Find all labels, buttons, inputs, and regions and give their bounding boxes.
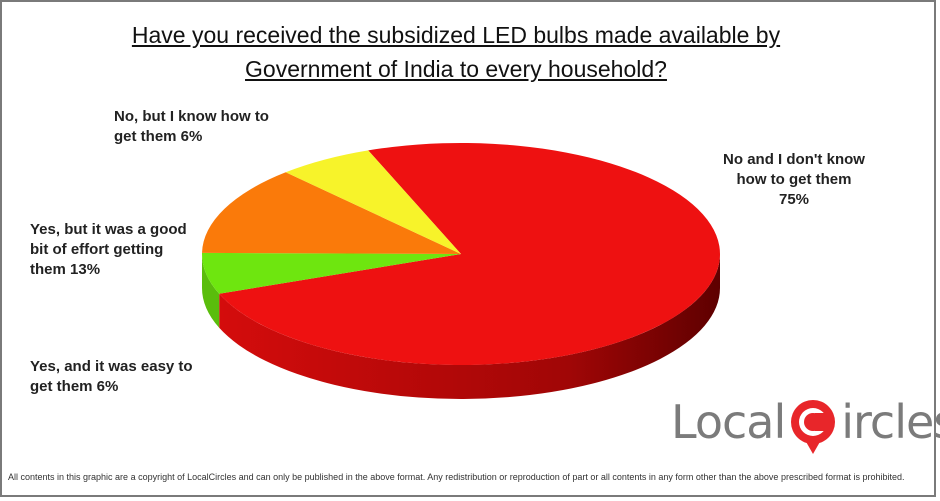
- slice-label-line: 75%: [778, 191, 810, 208]
- slice-label-line: Yes, and it was easy to: [30, 358, 193, 375]
- pie-side-yes-easy: [202, 254, 220, 328]
- slice-label-line: get them 6%: [30, 378, 119, 395]
- pie-slice-no-know-how: [285, 150, 461, 254]
- slice-label-line: bit of effort getting: [30, 241, 164, 258]
- pie-slice-yes-easy: [202, 252, 461, 294]
- slice-label-line: No, but I know how to: [114, 108, 269, 125]
- slice-label-line: No and I don't know: [723, 151, 865, 168]
- slice-label-line: them 13%: [30, 261, 101, 278]
- copyright-footer: All contents in this graphic are a copyr…: [8, 472, 905, 482]
- slice-label-line: get them 6%: [114, 128, 203, 145]
- pie-slice-yes-effort: [202, 172, 461, 254]
- chart-title-line-1: Have you received the subsidized LED bul…: [131, 22, 781, 48]
- logo-text-left: Local: [671, 395, 786, 449]
- slice-label-yes-easy: Yes, and it was easy to get them 6%: [30, 357, 193, 397]
- chart-title: Have you received the subsidized LED bul…: [0, 18, 912, 86]
- pie-slices: [202, 143, 720, 365]
- localcircles-logo: Local ircles: [671, 395, 940, 455]
- slice-label-no-know-how: No, but I know how to get them 6%: [114, 107, 269, 147]
- slice-label-line: Yes, but it was a good: [30, 221, 187, 238]
- chart-title-line-2: Government of India to every household?: [245, 56, 667, 82]
- pie-sides: [202, 254, 720, 399]
- pie-slice-no-dont-know: [219, 143, 720, 365]
- logo-text-right: ircles: [841, 395, 940, 449]
- logo-pin-icon: [785, 399, 841, 454]
- slice-label-yes-effort: Yes, but it was a good bit of effort get…: [30, 220, 187, 280]
- pie-side-no-dont-know: [219, 254, 720, 399]
- slice-label-line: how to get them: [736, 171, 852, 188]
- slice-label-no-dont-know: No and I don't know how to get them 75%: [719, 150, 869, 210]
